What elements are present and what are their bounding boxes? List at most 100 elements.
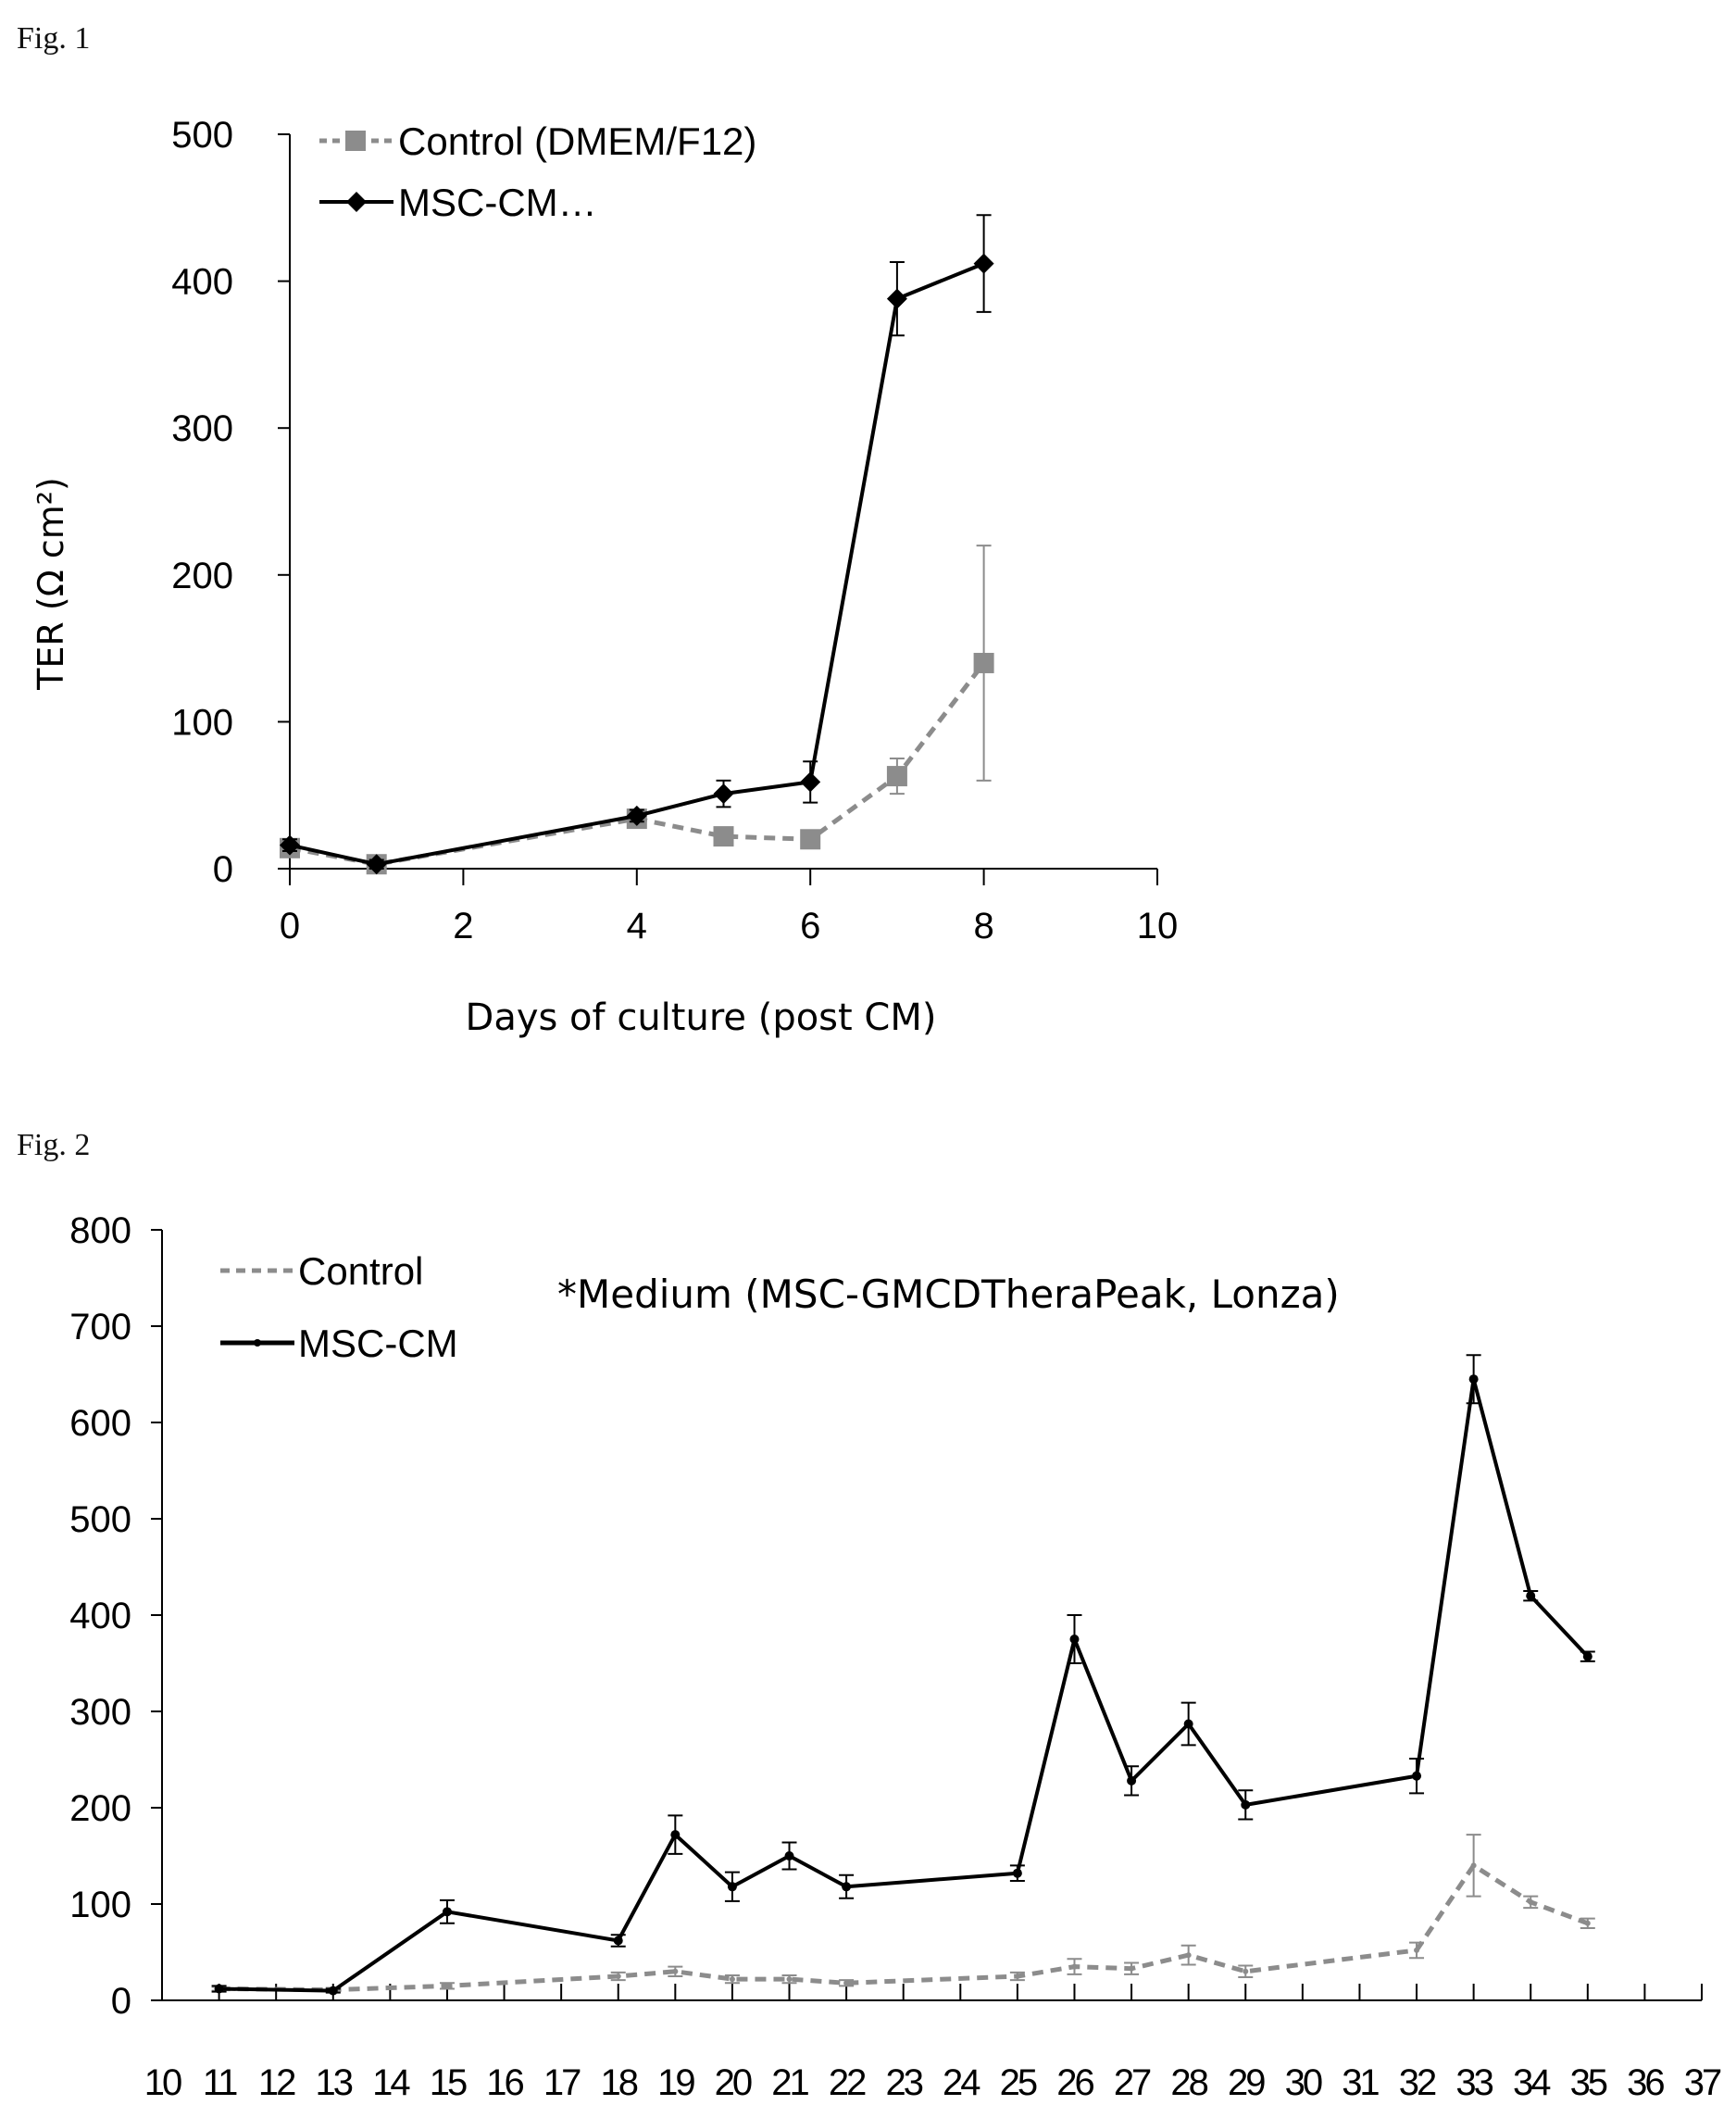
chart-1-ter-vs-days: 0 100 200 300 400 500 0 2 4 6 8 10 Control (DMEM/F1… (31, 115, 1178, 1039)
data-point (1071, 1963, 1078, 1970)
data-point (784, 1851, 794, 1861)
x-tick-label: 30 (1285, 2062, 1322, 2103)
chart-1-series (280, 214, 994, 875)
chart-2-legend: Control MSC-CM (220, 1249, 458, 1365)
x-tick-label: 20 (715, 2062, 752, 2103)
x-tick-label: 22 (829, 2062, 866, 2103)
data-point (886, 766, 907, 787)
data-point (1412, 1771, 1422, 1781)
data-point (1185, 1952, 1192, 1959)
y-tick-label: 200 (69, 1788, 131, 1829)
data-point (729, 1976, 735, 1983)
x-tick-label: 6 (800, 906, 820, 946)
legend-control-label: Control (DMEM/F12) (398, 119, 756, 163)
legend-control-marker (345, 131, 366, 151)
data-point (800, 771, 821, 793)
data-point (1129, 1965, 1135, 1972)
y-tick-label: 100 (171, 702, 233, 743)
y-tick-label: 300 (69, 1692, 131, 1733)
data-point (842, 1882, 852, 1892)
x-tick-label: 32 (1399, 2062, 1436, 2103)
data-point (1526, 1591, 1536, 1601)
data-point (1414, 1947, 1420, 1953)
data-point (443, 1983, 450, 1989)
data-point (1012, 1868, 1022, 1878)
y-tick-label: 800 (69, 1210, 131, 1251)
y-tick-label: 200 (171, 556, 233, 596)
figure-1-label: Fig. 1 (17, 21, 90, 56)
x-tick-label: 13 (316, 2062, 353, 2103)
data-point (1528, 1898, 1534, 1905)
y-tick-label: 700 (69, 1307, 131, 1347)
chart-2-medium-annotation: *Medium (MSC-GMCDTheraPeak, Lonza) (557, 1272, 1340, 1317)
series-line (289, 661, 986, 867)
x-tick-label: 27 (1114, 2062, 1151, 2103)
y-tick-label: 0 (213, 849, 233, 890)
legend-msc-cm-label: MSC-CM… (398, 181, 597, 224)
data-point (1183, 1719, 1193, 1729)
data-point (1127, 1775, 1137, 1785)
data-point (328, 1986, 338, 1996)
data-point (1069, 1635, 1080, 1644)
data-point (727, 1882, 737, 1892)
x-tick-label: 16 (486, 2062, 523, 2103)
x-tick-label: 34 (1513, 2062, 1551, 2103)
y-tick-label: 500 (69, 1499, 131, 1540)
x-tick-label: 35 (1570, 2062, 1607, 2103)
data-point (800, 829, 821, 850)
x-tick-label: 0 (280, 906, 300, 946)
x-tick-label: 12 (258, 2062, 295, 2103)
y-tick-label: 100 (69, 1885, 131, 1925)
x-tick-label: 14 (372, 2062, 410, 2103)
x-tick-label: 8 (973, 906, 993, 946)
data-point (1470, 1862, 1477, 1869)
data-point (843, 1980, 850, 1986)
data-point (1468, 1374, 1479, 1385)
y-tick-label: 300 (171, 408, 233, 449)
series-msc-cm (211, 1354, 1595, 1996)
legend-msc-cm-label: MSC-CM (298, 1322, 458, 1365)
chart-2-medium-ter: 0 100 200 300 400 500 600 700 800 10 11 12 13 14 15 16 1… (69, 1210, 1724, 2103)
x-tick-label: 10 (144, 2062, 181, 2103)
chart-1-axes: 0 100 200 300 400 500 0 2 4 6 8 10 (171, 115, 1178, 946)
x-tick-label: 25 (1000, 2062, 1037, 2103)
data-point (366, 854, 387, 875)
y-tick-label: 600 (69, 1403, 131, 1444)
series-msc-cm (280, 214, 994, 875)
series-control (211, 1834, 1595, 1993)
data-point (442, 1907, 452, 1917)
x-tick-label: 10 (1137, 906, 1179, 946)
x-tick-label: 24 (943, 2062, 980, 2103)
y-tick-label: 400 (69, 1596, 131, 1636)
x-tick-label: 17 (543, 2062, 581, 2103)
data-point (713, 826, 734, 847)
x-tick-label: 23 (885, 2062, 922, 2103)
chart-2-series (211, 1354, 1595, 1996)
x-tick-label: 36 (1627, 2062, 1664, 2103)
x-tick-label: 33 (1455, 2062, 1492, 2103)
data-point (1243, 1968, 1249, 1974)
data-point (886, 288, 907, 309)
figure-2-label: Fig. 2 (17, 1128, 90, 1162)
x-tick-label: 18 (600, 2062, 637, 2103)
chart-1-y-axis-title: TER (Ω cm²) (31, 477, 71, 691)
y-tick-label: 500 (171, 115, 233, 156)
x-tick-label: 21 (771, 2062, 808, 2103)
x-tick-label: 29 (1228, 2062, 1265, 2103)
chart-2-axes: 0 100 200 300 400 500 600 700 800 10 11 12 13 14 15 16 1… (69, 1210, 1724, 2103)
data-point (1241, 1799, 1251, 1810)
data-point (786, 1976, 793, 1983)
data-point (1582, 1651, 1592, 1661)
chart-1-legend: Control (DMEM/F12) MSC-CM… (319, 119, 756, 224)
data-point (214, 1984, 224, 1994)
data-point (1014, 1973, 1020, 1979)
legend-msc-cm-marker (254, 1339, 261, 1347)
x-tick-label: 28 (1170, 2062, 1207, 2103)
y-tick-label: 0 (111, 1981, 131, 2022)
data-point (713, 783, 734, 805)
x-tick-label: 26 (1056, 2062, 1093, 2103)
x-tick-label: 31 (1342, 2062, 1379, 2103)
legend-msc-cm-marker (346, 192, 367, 212)
y-tick-label: 400 (171, 262, 233, 303)
